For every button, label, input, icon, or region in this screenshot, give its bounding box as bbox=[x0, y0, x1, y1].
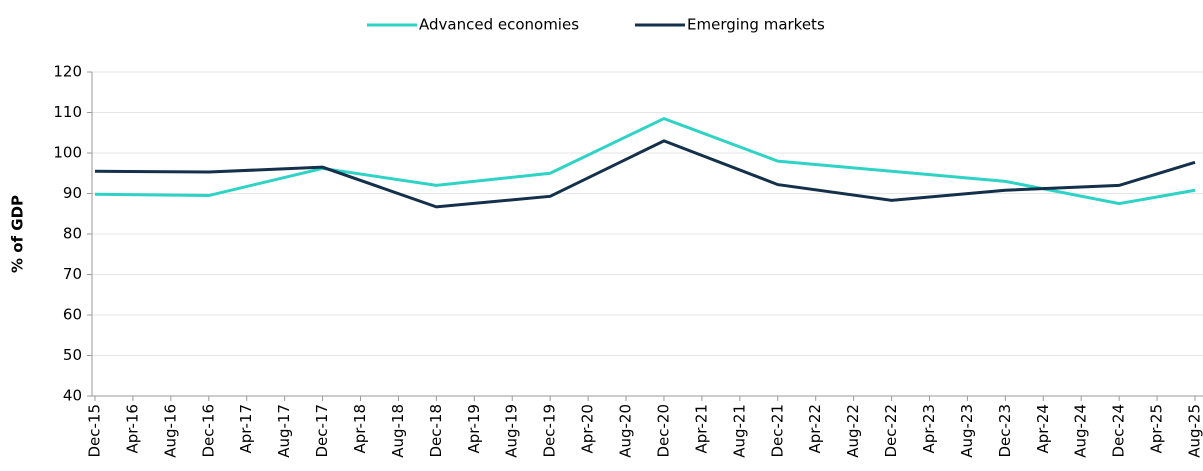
x-tick-label: Dec-16 bbox=[199, 404, 217, 458]
y-axis-label: % of GDP bbox=[9, 195, 27, 273]
x-tick-label: Apr-17 bbox=[237, 404, 255, 454]
x-tick-label: Apr-25 bbox=[1148, 404, 1166, 454]
x-tick-label: Apr-16 bbox=[123, 404, 141, 454]
x-tick-label: Dec-21 bbox=[768, 404, 786, 458]
x-tick-label: Apr-23 bbox=[920, 404, 938, 454]
line bbox=[94, 116, 1196, 206]
x-tick-label: Dec-23 bbox=[996, 404, 1014, 458]
x-tick-label: Dec-22 bbox=[882, 404, 900, 458]
x-tick-label: Dec-24 bbox=[1110, 404, 1128, 458]
x-tick-label: Aug-23 bbox=[958, 404, 976, 458]
x-tick-label: Apr-22 bbox=[806, 404, 824, 454]
y-tick-label: 60 bbox=[63, 306, 82, 324]
x-tick-label: Dec-15 bbox=[86, 404, 104, 458]
x-tick-label: Apr-20 bbox=[579, 404, 597, 454]
x-tick-label: Aug-21 bbox=[730, 404, 748, 458]
y-tick-label: 120 bbox=[53, 63, 82, 81]
x-tick-label: Dec-17 bbox=[313, 404, 331, 458]
y-tick-label: 40 bbox=[63, 387, 82, 405]
x-tick-label: Aug-25 bbox=[1186, 404, 1203, 458]
x-tick-label: Aug-24 bbox=[1072, 404, 1090, 458]
x-tick-label: Aug-17 bbox=[275, 404, 293, 458]
y-tick-label: 90 bbox=[63, 184, 82, 202]
y-tick-label: 70 bbox=[63, 265, 82, 283]
y-tick-label: 100 bbox=[53, 144, 82, 162]
x-tick-label: Dec-18 bbox=[427, 404, 445, 458]
x-tick-label: Aug-16 bbox=[161, 404, 179, 458]
line bbox=[94, 139, 1196, 209]
x-tick-label: Dec-19 bbox=[541, 404, 559, 458]
x-tick-label: Aug-22 bbox=[844, 404, 862, 458]
x-tick-label: Dec-20 bbox=[654, 404, 672, 458]
x-tick-label: Aug-19 bbox=[503, 404, 521, 458]
legend-label: Emerging markets bbox=[687, 16, 825, 34]
x-tick-label: Apr-18 bbox=[351, 404, 369, 454]
x-tick-label: Aug-20 bbox=[617, 404, 635, 458]
y-tick-label: 50 bbox=[63, 346, 82, 364]
x-tick-label: Apr-24 bbox=[1034, 404, 1052, 454]
x-tick-label: Aug-18 bbox=[389, 404, 407, 458]
y-tick-label: 80 bbox=[63, 225, 82, 243]
y-tick-label: 110 bbox=[53, 103, 82, 121]
x-tick-label: Apr-21 bbox=[692, 404, 710, 454]
x-tick-label: Apr-19 bbox=[465, 404, 483, 454]
legend-label: Advanced economies bbox=[419, 16, 579, 34]
